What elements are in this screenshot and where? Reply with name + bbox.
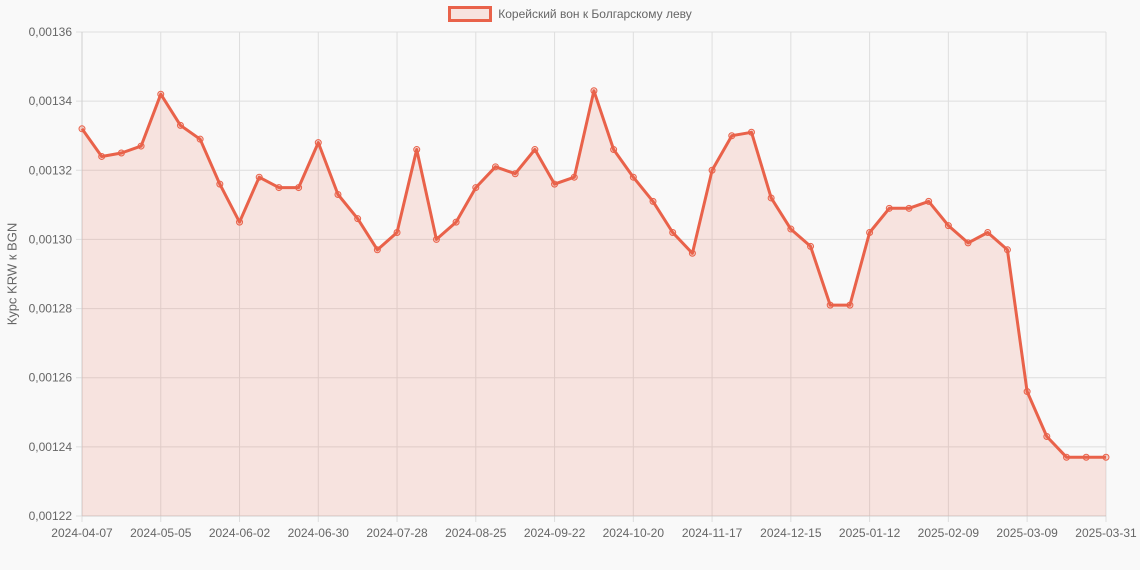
data-point[interactable] xyxy=(196,135,204,143)
data-point[interactable] xyxy=(216,180,224,188)
x-tick-label: 2025-02-09 xyxy=(918,526,980,540)
data-point[interactable] xyxy=(610,146,618,154)
data-point[interactable] xyxy=(551,180,559,188)
x-tick-label: 2025-01-12 xyxy=(839,526,901,540)
data-point[interactable] xyxy=(432,235,440,243)
data-point[interactable] xyxy=(649,197,657,205)
data-point[interactable] xyxy=(413,146,421,154)
data-point[interactable] xyxy=(334,190,342,198)
data-point[interactable] xyxy=(117,149,125,157)
data-point[interactable] xyxy=(295,184,303,192)
x-tick-label: 2024-06-30 xyxy=(288,526,350,540)
data-point[interactable] xyxy=(137,142,145,150)
grid-lines xyxy=(76,31,1107,522)
data-point[interactable] xyxy=(747,128,755,136)
data-point[interactable] xyxy=(807,242,815,250)
data-point[interactable] xyxy=(472,184,480,192)
x-tick-label: 2024-05-05 xyxy=(130,526,192,540)
data-point[interactable] xyxy=(314,139,322,147)
data-point[interactable] xyxy=(590,87,598,95)
data-point[interactable] xyxy=(925,197,933,205)
x-tick-label: 2024-09-22 xyxy=(524,526,586,540)
data-point[interactable] xyxy=(393,229,401,237)
x-tick-label: 2024-10-20 xyxy=(603,526,665,540)
data-point[interactable] xyxy=(708,166,716,174)
x-tick-label: 2025-03-09 xyxy=(996,526,1058,540)
data-point[interactable] xyxy=(157,90,165,98)
x-tick-label: 2024-12-15 xyxy=(760,526,822,540)
data-point[interactable] xyxy=(236,218,244,226)
x-tick-label: 2024-04-07 xyxy=(51,526,113,540)
data-point[interactable] xyxy=(905,204,913,212)
series-line xyxy=(80,89,1106,459)
x-tick-label: 2025-03-31 xyxy=(1075,526,1137,540)
data-point[interactable] xyxy=(1102,453,1110,461)
data-point[interactable] xyxy=(767,194,775,202)
data-point[interactable] xyxy=(1082,453,1090,461)
data-point[interactable] xyxy=(688,249,696,257)
data-point[interactable] xyxy=(1063,453,1070,461)
data-point[interactable] xyxy=(885,204,893,212)
y-tick-label: 0,00130 xyxy=(29,232,73,246)
data-point[interactable] xyxy=(452,218,460,226)
data-point[interactable] xyxy=(531,146,539,154)
y-tick-label: 0,00136 xyxy=(29,25,73,39)
y-tick-label: 0,00126 xyxy=(29,371,73,385)
data-point[interactable] xyxy=(984,229,992,237)
data-point[interactable] xyxy=(511,170,519,178)
data-point[interactable] xyxy=(787,225,795,233)
x-tick-label: 2024-06-02 xyxy=(209,526,271,540)
x-tick-label: 2024-11-17 xyxy=(682,526,743,540)
x-tick-label: 2024-07-28 xyxy=(366,526,428,540)
series-area-fill xyxy=(82,90,1106,517)
data-point[interactable] xyxy=(354,215,362,223)
data-point[interactable] xyxy=(570,173,578,181)
legend-label[interactable]: Корейский вон к Болгарскому леву xyxy=(498,7,692,21)
data-point[interactable] xyxy=(866,229,874,237)
y-tick-label: 0,00128 xyxy=(29,302,73,316)
chart-legend: Корейский вон к Болгарскому леву xyxy=(0,6,1140,22)
data-point[interactable] xyxy=(728,132,736,140)
data-point[interactable] xyxy=(1023,388,1031,396)
data-point[interactable] xyxy=(78,125,86,133)
y-tick-label: 0,00122 xyxy=(29,509,73,523)
data-point[interactable] xyxy=(1003,246,1011,254)
data-point[interactable] xyxy=(176,121,184,129)
data-point[interactable] xyxy=(964,239,972,247)
data-point[interactable] xyxy=(944,222,952,230)
data-point[interactable] xyxy=(1043,432,1051,440)
x-tick-label: 2024-08-25 xyxy=(445,526,507,540)
data-points xyxy=(78,87,1110,461)
data-point[interactable] xyxy=(846,301,854,309)
data-point[interactable] xyxy=(491,163,499,171)
y-tick-label: 0,00124 xyxy=(29,440,73,454)
data-point[interactable] xyxy=(275,184,283,192)
data-point[interactable] xyxy=(98,152,106,160)
data-point[interactable] xyxy=(826,301,834,309)
y-axis-ticks: 0,00136 0,00134 0,00132 0,00130 0,00128 0,001… xyxy=(29,25,73,523)
x-axis-ticks: 2024-04-07 2024-05-05 2024-06-02 2024-06-30… xyxy=(51,526,1137,540)
data-point[interactable] xyxy=(255,173,263,181)
legend-swatch[interactable] xyxy=(448,6,493,22)
data-point[interactable] xyxy=(669,229,677,237)
data-point[interactable] xyxy=(629,173,637,181)
data-point[interactable] xyxy=(373,246,381,254)
y-tick-label: 0,00134 xyxy=(29,94,73,108)
y-tick-label: 0,00132 xyxy=(29,163,73,177)
